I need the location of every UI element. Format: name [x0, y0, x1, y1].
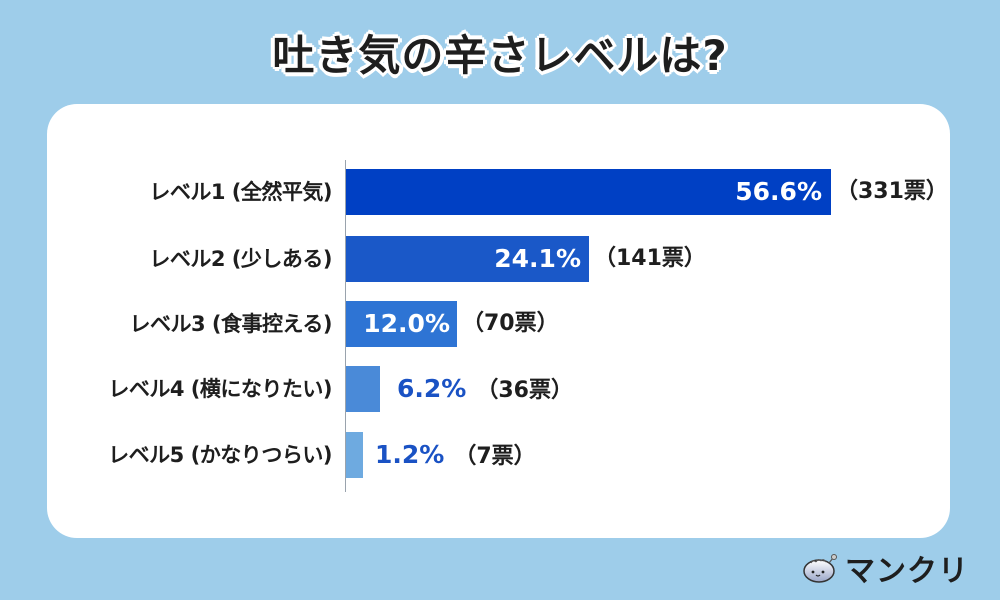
bar-level-5: [346, 432, 363, 478]
vote-count: （70票）: [462, 311, 559, 336]
chart-title: 吐き気の辛さレベルは?: [272, 31, 728, 80]
pct-label: 1.2%: [375, 440, 445, 469]
pct-label: 12.0%: [363, 309, 450, 338]
category-label: レベル4 (横になりたい): [108, 377, 332, 401]
bar-level-1: [346, 169, 831, 215]
brand-logo: マンクリ: [803, 548, 969, 589]
bar-row-level-1: レベル1 (全然平気) 56.6% （331票）: [0, 169, 1000, 215]
mascot-icon: [803, 553, 839, 583]
category-label: レベル5 (かなりつらい): [108, 443, 332, 467]
y-axis-line: [345, 160, 346, 492]
category-label: レベル2 (少しある): [149, 247, 332, 271]
pct-label: 24.1%: [494, 244, 581, 273]
pct-label: 56.6%: [735, 177, 822, 206]
vote-count: （331票）: [836, 179, 948, 204]
bar-level-2: [346, 236, 589, 282]
bar-level-4: [346, 366, 380, 412]
bar-row-level-5: レベル5 (かなりつらい) 1.2% （7票）: [0, 432, 1000, 478]
category-label: レベル3 (食事控える): [129, 312, 333, 336]
bar-row-level-2: レベル2 (少しある) 24.1% （141票）: [0, 236, 1000, 282]
vote-count: （141票）: [594, 246, 706, 271]
pct-label: 6.2%: [397, 374, 467, 403]
bar-row-level-4: レベル4 (横になりたい) 6.2% （36票）: [0, 366, 1000, 412]
bar-row-level-3: レベル3 (食事控える) 12.0% （70票）: [0, 301, 1000, 347]
category-label: レベル1 (全然平気): [149, 180, 332, 204]
bar-level-3: [346, 301, 457, 347]
vote-count: （36票）: [476, 378, 573, 403]
vote-count: （7票）: [454, 444, 536, 469]
brand-name: マンクリ: [845, 554, 969, 589]
